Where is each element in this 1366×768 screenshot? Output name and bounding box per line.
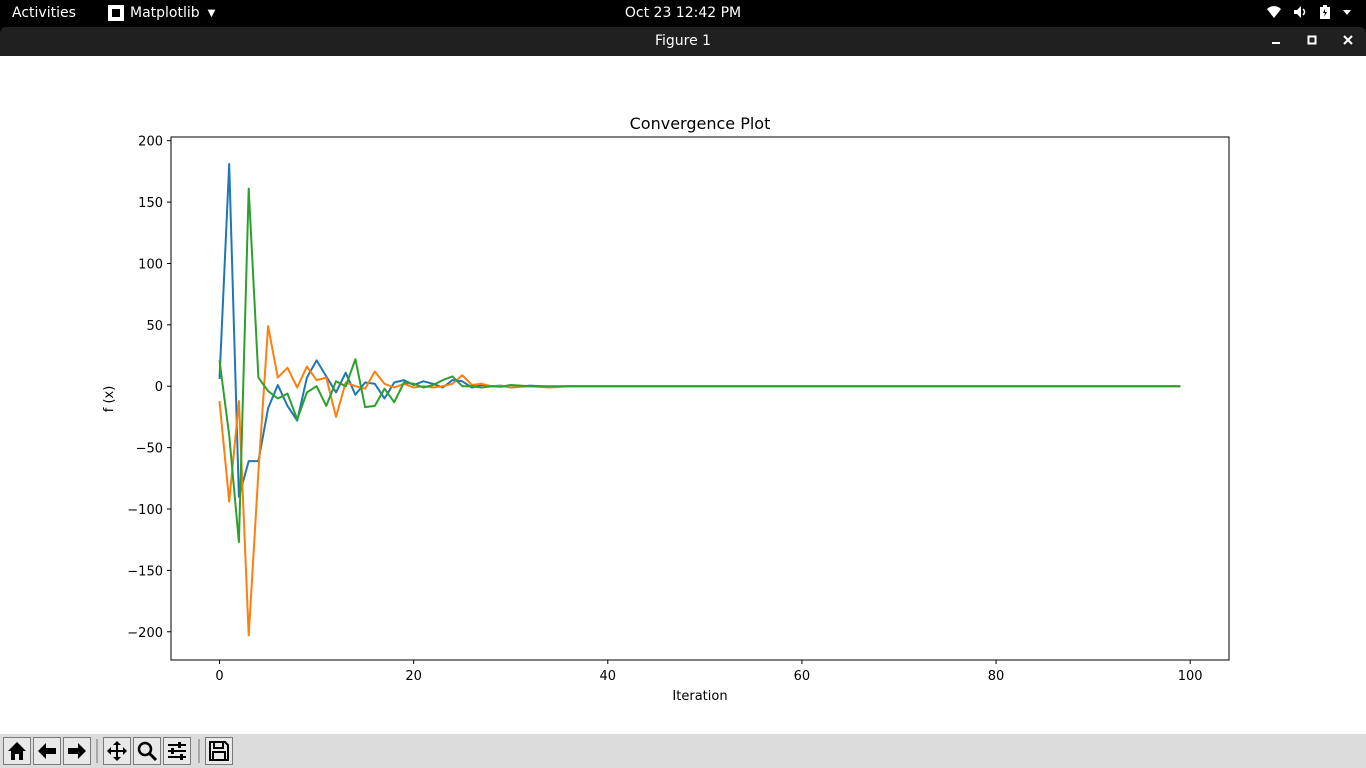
close-button[interactable]: [1337, 31, 1359, 53]
x-axis-label: Iteration: [672, 689, 727, 704]
y-axis: 200 150 100 50 0 −50 −100 −150 −200: [127, 135, 171, 641]
pan-icon: [107, 741, 127, 761]
series-layer: [218, 163, 1181, 637]
x-tick-label: 0: [215, 669, 223, 684]
x-tick-label: 40: [600, 669, 617, 684]
volume-icon: [1294, 6, 1306, 18]
window-title-bar[interactable]: Figure 1: [0, 27, 1366, 56]
activities-button[interactable]: Activities: [12, 5, 76, 21]
chevron-down-icon: ▼: [207, 7, 216, 19]
home-button[interactable]: [3, 737, 31, 765]
toolbar-separator: [198, 739, 200, 763]
series-line-3: [218, 187, 1181, 544]
figure-canvas[interactable]: Convergence Plot 0 20 40 60 80 100 200 150 100 5…: [0, 56, 1366, 734]
maximize-button[interactable]: [1301, 31, 1323, 53]
forward-button[interactable]: [63, 737, 91, 765]
y-axis-label: f (x): [102, 386, 117, 413]
y-tick-label: 50: [146, 319, 163, 334]
forward-arrow-icon: [68, 743, 86, 759]
y-tick-label: 200: [138, 135, 163, 150]
x-axis: 0 20 40 60 80 100: [215, 660, 1203, 684]
y-tick-label: 100: [138, 257, 163, 272]
zoom-button[interactable]: [133, 737, 161, 765]
wifi-icon: [1267, 6, 1281, 18]
configure-subplots-icon: [168, 742, 186, 760]
y-tick-label: −100: [127, 503, 163, 518]
back-arrow-icon: [38, 743, 56, 759]
y-tick-label: 150: [138, 196, 163, 211]
save-button[interactable]: [205, 737, 233, 765]
navigation-toolbar: [0, 734, 1366, 768]
close-icon: [1343, 35, 1353, 45]
home-icon: [8, 742, 26, 760]
top-bar: Activities Matplotlib ▼ Oct 23 12:42 PM: [0, 0, 1366, 27]
y-tick-label: −150: [127, 564, 163, 579]
save-icon: [209, 741, 229, 761]
convergence-plot: Convergence Plot 0 20 40 60 80 100 200 150 100 5…: [102, 114, 1230, 704]
zoom-icon: [137, 741, 158, 762]
x-tick-label: 100: [1178, 669, 1203, 684]
minimize-icon: [1272, 42, 1280, 44]
maximize-icon: [1307, 35, 1317, 45]
series-line-2: [218, 325, 1181, 637]
series-line-1: [218, 163, 1181, 498]
y-tick-label: −200: [127, 626, 163, 641]
x-tick-label: 20: [405, 669, 422, 684]
x-tick-label: 60: [794, 669, 811, 684]
chevron-down-icon: [1343, 10, 1351, 15]
x-tick-label: 80: [988, 669, 1005, 684]
minimize-button[interactable]: [1265, 31, 1287, 53]
y-tick-label: −50: [136, 442, 163, 457]
app-menu-label: Matplotlib: [130, 5, 200, 21]
chart-title: Convergence Plot: [630, 114, 771, 133]
configure-subplots-button[interactable]: [163, 737, 191, 765]
pan-button[interactable]: [103, 737, 131, 765]
matplotlib-app-icon: [108, 5, 124, 21]
system-tray[interactable]: [1266, 4, 1352, 20]
y-tick-label: 0: [155, 380, 163, 395]
back-button[interactable]: [33, 737, 61, 765]
toolbar-separator: [96, 739, 98, 763]
window-title: Figure 1: [654, 33, 712, 49]
axes-frame: [170, 136, 1230, 661]
battery-icon: [1320, 5, 1330, 19]
app-menu[interactable]: Matplotlib ▼: [108, 5, 215, 21]
